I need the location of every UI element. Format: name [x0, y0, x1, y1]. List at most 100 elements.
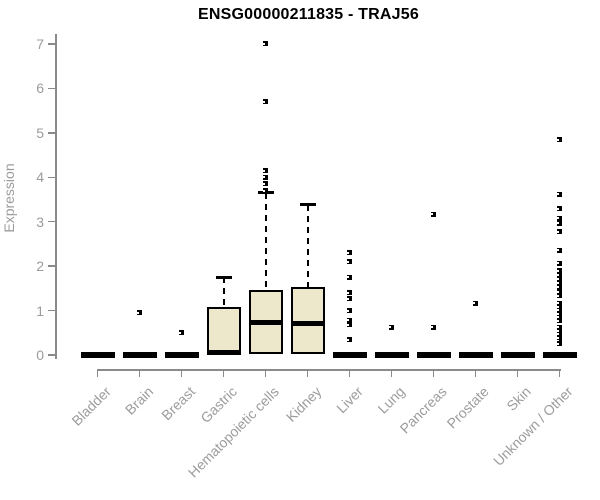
outlier-point: [557, 276, 562, 282]
y-axis-tick: [48, 43, 55, 45]
upper-whisker: [306, 204, 309, 287]
outlier-point: [263, 41, 268, 47]
outlier-point: [557, 304, 562, 310]
outlier-point: [557, 220, 562, 226]
x-tick-label: Lung: [374, 383, 409, 417]
outlier-point: [557, 229, 562, 235]
outlier-point: [557, 318, 562, 324]
zero-bar: [122, 352, 157, 358]
x-axis-tick: [432, 369, 435, 377]
outlier-point: [557, 191, 562, 197]
y-tick-label: 7: [36, 35, 44, 52]
x-axis-tick: [516, 369, 519, 377]
y-axis-tick: [48, 132, 55, 134]
outlier-point: [431, 324, 436, 330]
zero-bar: [374, 352, 409, 358]
outlier-point: [557, 247, 562, 253]
x-axis-tick: [96, 369, 99, 377]
x-axis-tick: [558, 369, 561, 377]
zero-bar: [332, 352, 367, 358]
x-axis-tick: [138, 369, 141, 377]
x-axis-line: [96, 369, 561, 371]
zero-bar: [416, 352, 451, 358]
outlier-point: [557, 293, 562, 299]
y-tick-label: 1: [36, 302, 44, 319]
outlier-point: [557, 311, 562, 317]
outlier-point: [473, 300, 478, 306]
zero-bar: [458, 352, 493, 358]
upper-whisker: [264, 192, 267, 291]
upper-whisker: [222, 277, 225, 307]
outlier-point: [557, 137, 562, 142]
outlier-point: [557, 280, 562, 286]
outlier-point: [263, 188, 268, 194]
y-tick-label: 5: [36, 124, 44, 141]
zero-bar: [542, 352, 577, 358]
x-axis-tick: [222, 369, 225, 377]
y-tick-label: 2: [36, 258, 44, 275]
outlier-point: [557, 307, 562, 313]
x-tick-label: Breast: [158, 383, 199, 424]
median-line: [290, 321, 325, 327]
outlier-point: [557, 206, 562, 212]
x-tick-label: Skin: [503, 383, 535, 414]
x-axis-tick: [264, 369, 267, 377]
outlier-point: [431, 211, 436, 217]
median-line: [206, 350, 241, 356]
whisker-cap: [215, 275, 232, 279]
outlier-point: [557, 260, 562, 266]
outlier-point: [347, 317, 352, 323]
outlier-point: [557, 331, 562, 337]
y-axis-tick: [48, 265, 55, 267]
outlier-point: [263, 168, 268, 174]
outlier-point: [557, 328, 562, 334]
x-tick-label: Liver: [333, 383, 367, 417]
zero-bar: [164, 352, 199, 358]
y-tick-label: 4: [36, 169, 44, 186]
median-line: [248, 319, 283, 325]
x-axis-tick: [474, 369, 477, 377]
outlier-point: [347, 322, 352, 328]
outlier-point: [347, 259, 352, 265]
y-axis-tick: [48, 354, 55, 356]
x-axis-tick: [390, 369, 393, 377]
y-axis-line: [55, 34, 57, 359]
y-axis-tick: [48, 309, 55, 312]
outlier-point: [557, 314, 562, 320]
outlier-point: [557, 215, 562, 221]
y-tick-label: 6: [36, 80, 44, 97]
outlier-point: [557, 341, 562, 347]
y-axis-tick: [48, 220, 55, 223]
x-tick-label: Brain: [121, 383, 157, 418]
outlier-point: [557, 289, 562, 295]
outlier-point: [557, 284, 562, 290]
y-tick-label: 0: [36, 347, 44, 363]
y-axis-tick: [48, 176, 55, 179]
zero-bar: [80, 352, 115, 358]
y-tick-label: 3: [36, 213, 44, 230]
x-tick-label: Prostate: [443, 383, 493, 432]
outlier-point: [389, 324, 394, 330]
outlier-point: [557, 324, 562, 330]
x-axis-tick: [348, 369, 351, 377]
outlier-point: [347, 337, 352, 343]
y-axis-label: Expression: [1, 163, 17, 233]
outlier-point: [263, 99, 268, 105]
x-axis-tick: [306, 369, 309, 377]
outlier-point: [347, 290, 352, 296]
outlier-point: [347, 308, 352, 314]
x-tick-label: Bladder: [68, 383, 115, 429]
outlier-point: [347, 274, 352, 280]
outlier-point: [263, 181, 268, 187]
x-axis-tick: [180, 369, 183, 377]
outlier-point: [557, 268, 562, 274]
outlier-point: [137, 310, 142, 316]
iqr-box: [290, 287, 325, 355]
outlier-point: [557, 335, 562, 341]
x-tick-label: Unknown / Other: [490, 383, 577, 469]
outlier-point: [557, 272, 562, 278]
outlier-point: [263, 174, 268, 180]
outlier-point: [179, 330, 184, 336]
outlier-point: [557, 300, 562, 306]
